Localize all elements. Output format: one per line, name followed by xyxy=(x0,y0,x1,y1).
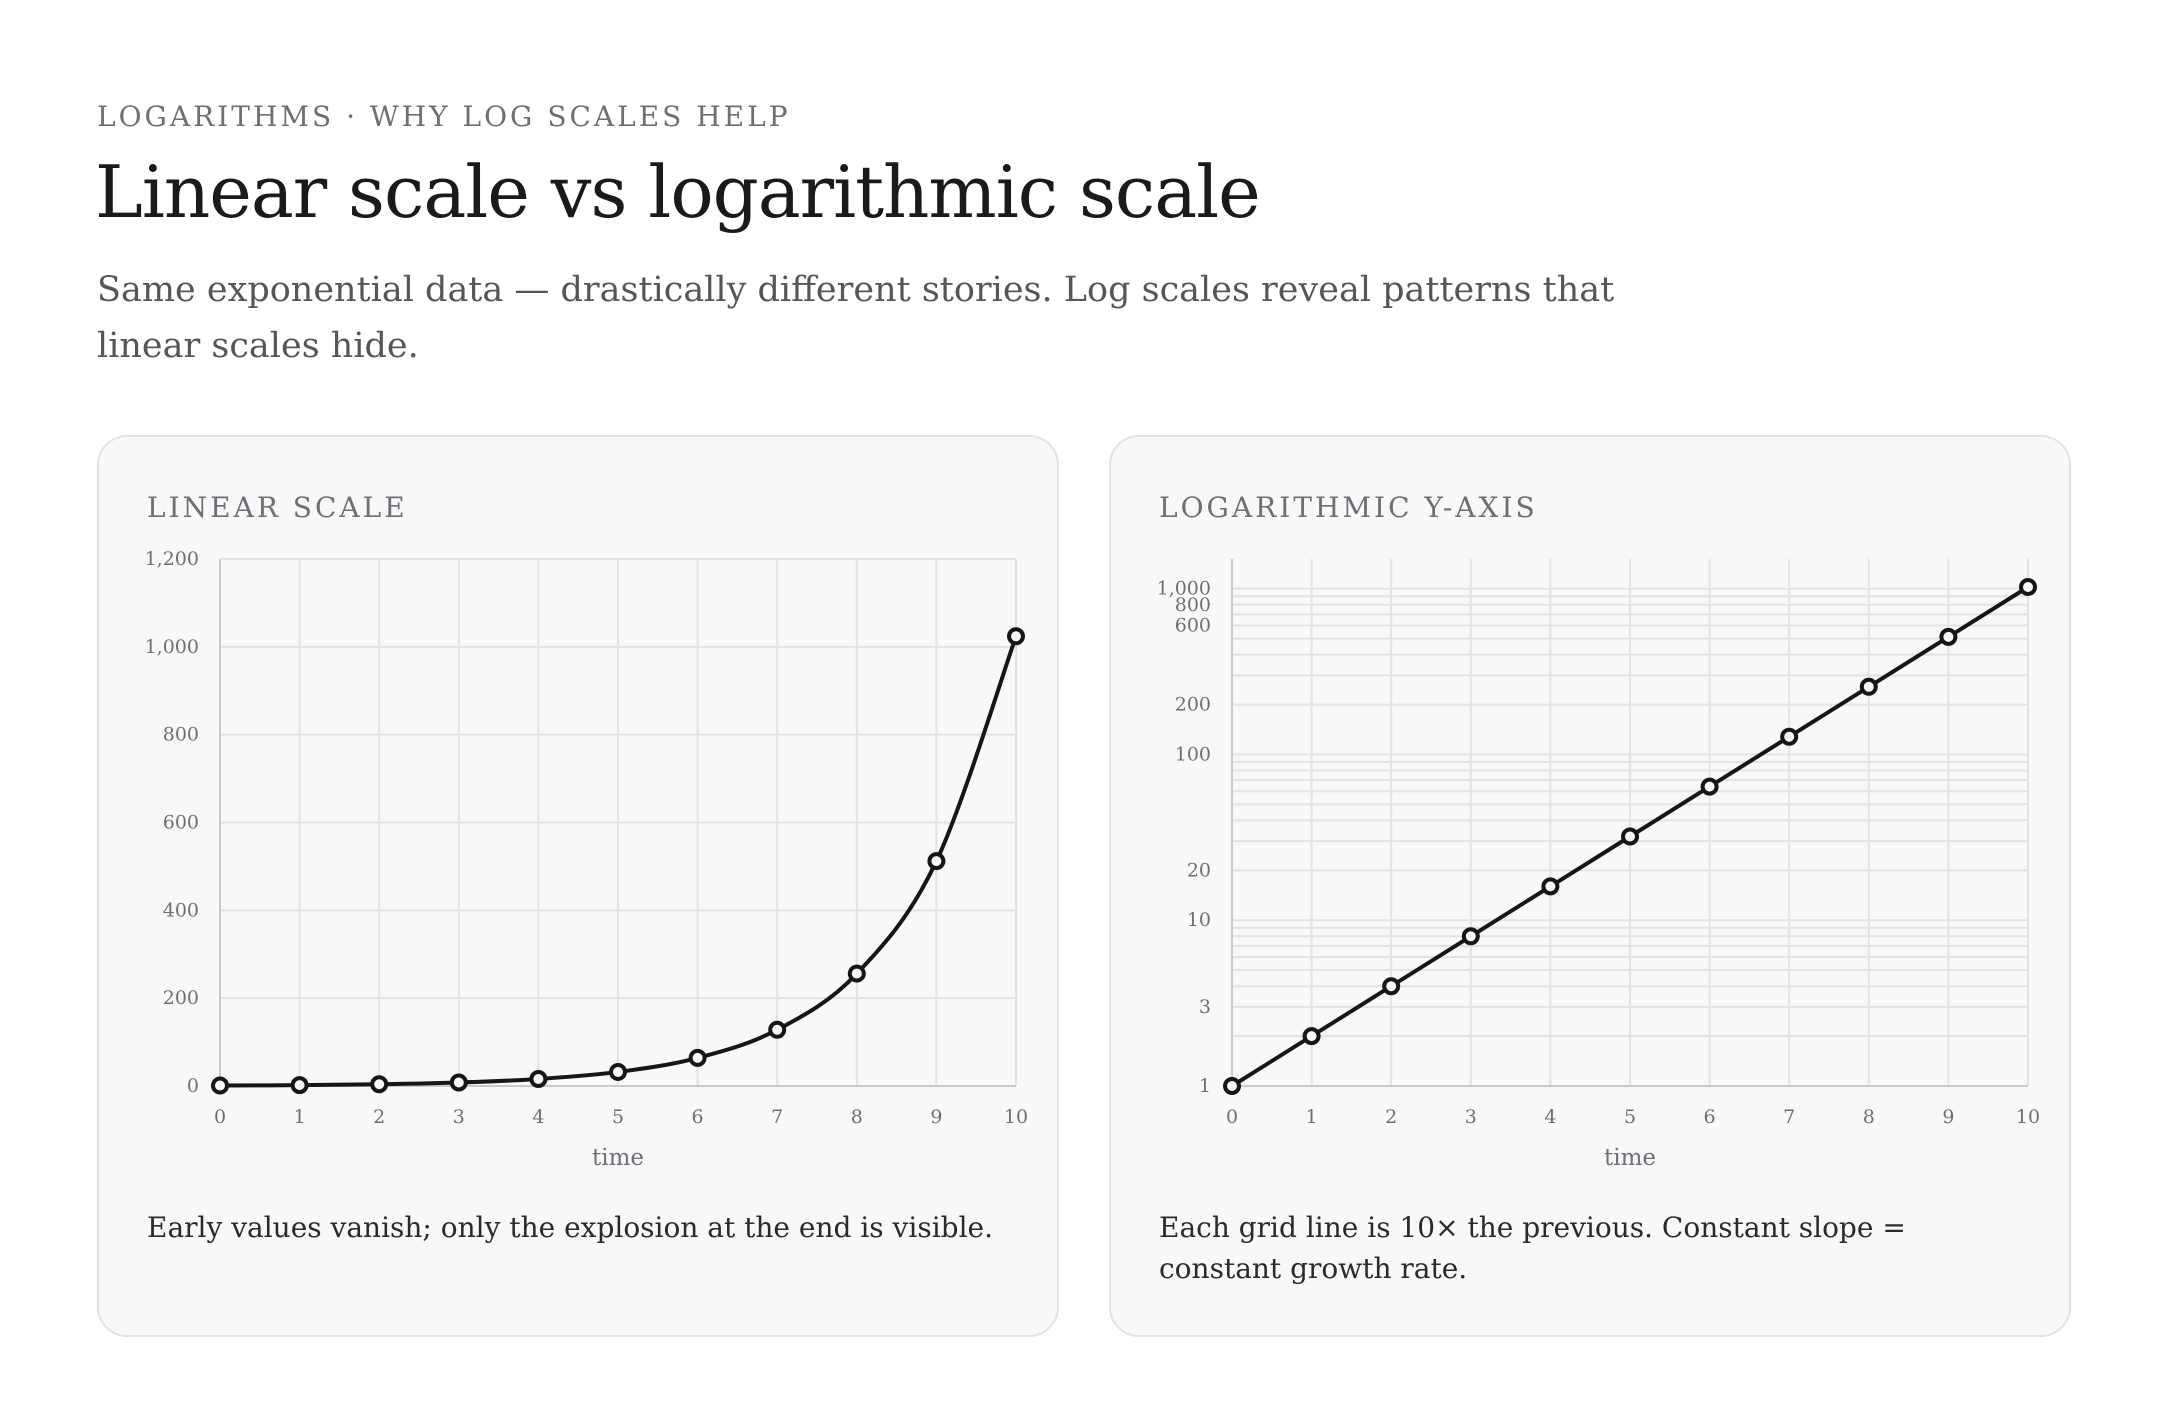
data-point xyxy=(1859,677,1878,696)
data-point xyxy=(1461,927,1480,946)
card-caption: Early values vanish; only the explosion … xyxy=(147,1211,994,1244)
x-tick-label: 9 xyxy=(1942,1106,1954,1128)
y-tick-label: 600 xyxy=(1175,614,1211,636)
data-point xyxy=(370,1075,389,1094)
data-point xyxy=(1007,627,1025,646)
x-tick-label: 6 xyxy=(1704,1106,1716,1128)
data-point xyxy=(1780,727,1799,746)
x-tick-label: 8 xyxy=(1863,1106,1875,1128)
card-caption: Each grid line is 10× the previous. Cons… xyxy=(1159,1211,1906,1285)
y-tick-label: 1,000 xyxy=(1157,578,1211,600)
x-axis-label: time xyxy=(592,1145,644,1171)
x-tick-label: 7 xyxy=(771,1106,783,1128)
data-point xyxy=(688,1048,707,1067)
x-tick-label: 3 xyxy=(1465,1106,1477,1128)
eyebrow: LOGARITHMS · WHY LOG SCALES HELP xyxy=(97,100,791,133)
x-axis-label: time xyxy=(1604,1145,1656,1171)
x-tick-label: 9 xyxy=(930,1106,942,1128)
data-point xyxy=(290,1076,309,1095)
data-point xyxy=(529,1069,548,1088)
grid xyxy=(219,558,1017,1087)
linear-chart: 0 1 2 3 4 5 6 7 8 9 10 0 200 400 600 800 1,000 1,200 time xyxy=(145,548,1029,1171)
page-title: Linear scale vs logarithmic scale xyxy=(95,150,1261,234)
data-point xyxy=(1621,827,1639,846)
data-point xyxy=(768,1020,787,1039)
data-point xyxy=(449,1073,468,1092)
x-tick-label: 5 xyxy=(1624,1106,1636,1128)
x-tick-label: 8 xyxy=(851,1106,863,1128)
data-point xyxy=(211,1076,229,1095)
page-subtitle: Same exponential data — drastically diff… xyxy=(97,270,1615,366)
log-scale-card: LOGARITHMIC Y-AXIS 0 1 2 3 4 5 6 7 8 9 10 1 3 10 20 100… xyxy=(1109,435,2071,1337)
y-tick-label: 400 xyxy=(163,899,199,921)
y-tick-label: 10 xyxy=(1187,909,1211,931)
card-label: LINEAR SCALE xyxy=(147,491,408,524)
y-tick-label: 1,200 xyxy=(145,548,199,570)
data-point xyxy=(1939,627,1958,646)
y-tick-label: 20 xyxy=(1187,859,1211,881)
x-tick-label: 5 xyxy=(612,1106,624,1128)
data-point xyxy=(927,852,946,871)
x-tick-label: 0 xyxy=(1226,1106,1238,1128)
data-point xyxy=(609,1062,627,1081)
linear-scale-card: LINEAR SCALE 0 1 2 3 4 5 6 7 8 9 10 0 200 400 600 800 1,… xyxy=(97,435,1059,1337)
x-tick-label: 0 xyxy=(214,1106,226,1128)
y-tick-label: 800 xyxy=(163,724,199,746)
card-label: LOGARITHMIC Y-AXIS xyxy=(1159,491,1538,524)
data-point xyxy=(1382,977,1401,996)
y-tick-label: 200 xyxy=(1175,694,1211,716)
data-point xyxy=(847,964,866,983)
x-tick-label: 3 xyxy=(453,1106,465,1128)
x-tick-label: 4 xyxy=(532,1106,544,1128)
x-tick-label: 10 xyxy=(1004,1106,1028,1128)
y-tick-label: 800 xyxy=(1175,594,1211,616)
y-tick-label: 200 xyxy=(163,987,199,1009)
x-tick-label: 1 xyxy=(294,1106,306,1128)
data-point xyxy=(2019,578,2037,596)
x-tick-label: 1 xyxy=(1306,1106,1318,1128)
grid xyxy=(1231,559,2029,1086)
y-tick-label: 600 xyxy=(163,812,199,834)
y-tick-label: 3 xyxy=(1199,996,1211,1018)
y-tick-label: 0 xyxy=(187,1075,199,1097)
x-tick-label: 2 xyxy=(373,1106,385,1128)
y-tick-label: 1,000 xyxy=(145,636,199,658)
x-tick-label: 2 xyxy=(1385,1106,1397,1128)
data-point xyxy=(1302,1027,1321,1046)
x-tick-label: 10 xyxy=(2016,1106,2040,1128)
y-tick-label: 1 xyxy=(1199,1075,1211,1097)
data-point xyxy=(1223,1077,1241,1095)
x-tick-label: 7 xyxy=(1783,1106,1795,1128)
data-point xyxy=(1541,877,1560,896)
x-tick-label: 6 xyxy=(692,1106,704,1128)
x-tick-label: 4 xyxy=(1544,1106,1556,1128)
y-tick-label: 100 xyxy=(1175,743,1211,765)
data-point xyxy=(1700,777,1719,796)
